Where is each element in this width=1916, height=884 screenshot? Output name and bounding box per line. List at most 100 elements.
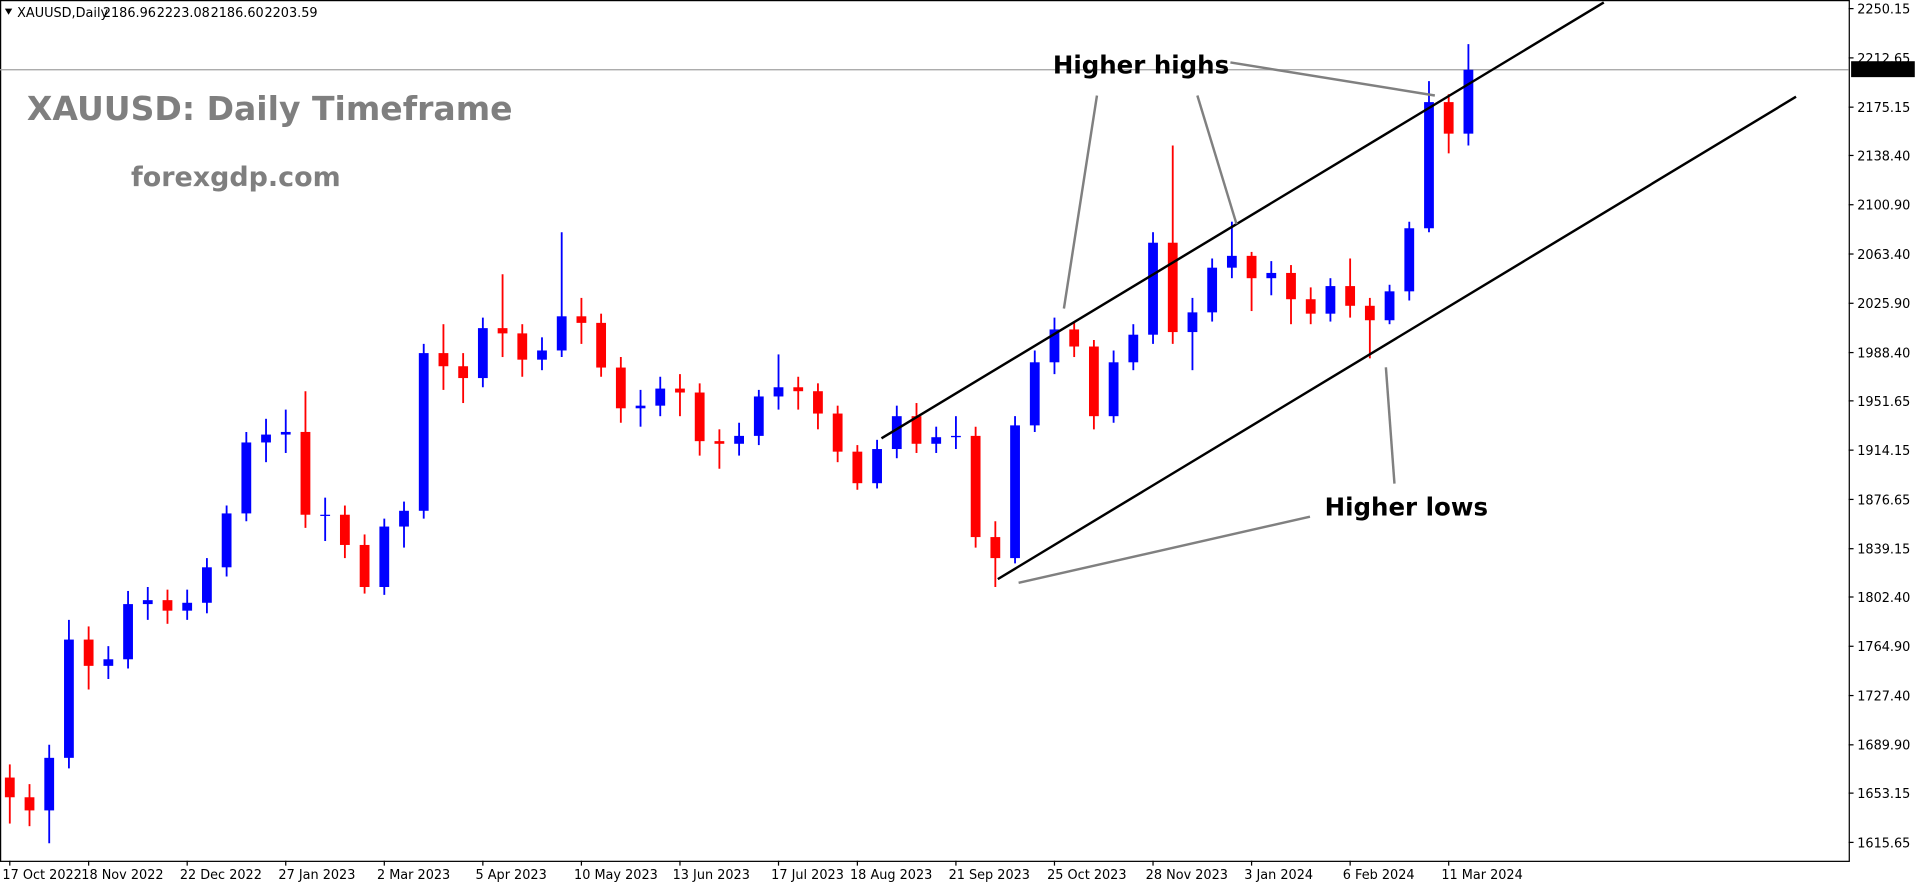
candle-body: [64, 639, 74, 758]
candle-body: [911, 416, 922, 444]
header-ohlc: 2203.59: [264, 6, 317, 21]
candle-body: [339, 514, 350, 545]
candle-body: [320, 514, 331, 516]
candle-body: [753, 396, 764, 436]
candle-body: [438, 353, 449, 367]
header-icon: [4, 8, 13, 15]
y-tick-label: 1802.40: [1857, 591, 1910, 606]
y-tick-label: 2250.15: [1857, 3, 1910, 18]
candle-body: [655, 388, 666, 406]
candle-body: [1128, 334, 1139, 363]
candle-body: [1069, 329, 1080, 347]
candle-body: [1010, 425, 1020, 559]
candle-body: [615, 367, 626, 409]
candle-body: [202, 567, 212, 603]
candle-body: [123, 604, 133, 660]
last-price-box: [1851, 61, 1915, 78]
channel-upper: [880, 1, 1605, 440]
y-tick-label: 1653.15: [1857, 787, 1910, 802]
y-tick-label: 1615.65: [1857, 836, 1910, 851]
x-tick-label: 18 Aug 2023: [850, 868, 932, 883]
candle-body: [1088, 346, 1099, 417]
candle-body: [142, 600, 153, 605]
candle-body: [537, 350, 547, 360]
candle-body: [359, 544, 370, 588]
candle-body: [418, 353, 429, 511]
header-ohlc: 2223.08: [157, 6, 210, 21]
candle-body: [1108, 362, 1119, 417]
arrows: [1018, 61, 1436, 584]
candle-body: [990, 537, 1001, 559]
candle-body: [1148, 242, 1158, 335]
candle-body: [1364, 305, 1375, 321]
y-tick-label: 1951.65: [1857, 395, 1910, 410]
candle-body: [241, 442, 252, 514]
candle-body: [221, 513, 232, 568]
candle-body: [1424, 102, 1434, 229]
y-tick-label: 1914.15: [1857, 444, 1910, 459]
arrow: [1018, 515, 1311, 584]
x-tick-label: 27 Jan 2023: [278, 868, 355, 883]
x-tick-label: 6 Feb 2024: [1343, 868, 1415, 883]
chart-title: XAUUSD: Daily Timeframe: [27, 89, 513, 128]
candle-body: [1029, 362, 1040, 426]
candle-body: [458, 366, 469, 379]
arrow: [1384, 367, 1396, 484]
y-tick-label: 1839.15: [1857, 543, 1910, 558]
candle-body: [714, 441, 725, 444]
y-tick-label: 1764.90: [1857, 640, 1910, 655]
candle-body: [1404, 228, 1415, 292]
marks: [0, 44, 1849, 844]
x-tick-label: 13 Jun 2023: [673, 868, 750, 883]
x-tick-label: 2 Mar 2023: [377, 868, 450, 883]
candle-body: [694, 392, 705, 442]
candle-body: [1246, 255, 1257, 279]
x-tick-label: 28 Nov 2023: [1146, 868, 1228, 883]
x-tick-label: 17 Oct 2022: [2, 868, 81, 883]
candle-body: [1207, 267, 1218, 313]
candle-body: [576, 316, 587, 323]
candle-body: [793, 387, 804, 392]
annotation: Higher lows: [1325, 492, 1488, 521]
candle-body: [596, 322, 607, 368]
candle-body: [1167, 242, 1178, 333]
candle-body: [1266, 272, 1277, 279]
arrow: [1196, 95, 1238, 225]
candle-body: [556, 316, 567, 351]
candle-body: [1463, 69, 1474, 134]
candle-body: [103, 659, 114, 666]
y-tick-label: 2100.90: [1857, 199, 1910, 214]
candle-body: [379, 526, 390, 588]
candle-body: [832, 413, 843, 452]
arrow: [1230, 61, 1436, 97]
x-tick-label: 5 Apr 2023: [476, 868, 547, 883]
header-ohlc: 2186.96: [103, 6, 156, 21]
y-tick-label: 1988.40: [1857, 346, 1910, 361]
y-tick-label: 2025.90: [1857, 297, 1910, 312]
candle-body: [1286, 272, 1296, 300]
header-symbol: XAUUSD,Daily: [17, 6, 108, 21]
header-ohlc: 2186.60: [211, 6, 264, 21]
candle-body: [162, 600, 173, 611]
annotation: Higher highs: [1053, 50, 1229, 79]
candle-body: [4, 777, 15, 798]
y-tick-label: 1689.90: [1857, 739, 1910, 754]
candle-body: [931, 437, 942, 444]
candle-body: [261, 434, 271, 443]
candle-body: [813, 391, 823, 414]
candle-body: [477, 328, 488, 379]
arrow: [1062, 95, 1099, 309]
candle-body: [891, 416, 902, 450]
y-tick-label: 1727.40: [1857, 689, 1910, 704]
candle-body: [734, 435, 744, 444]
candle-body: [83, 639, 94, 666]
candle-body: [1226, 255, 1237, 268]
y-tick-label: 2138.40: [1857, 149, 1910, 164]
candle-body: [1384, 291, 1395, 321]
y-tick-label: 2175.15: [1857, 101, 1910, 116]
candle-body: [675, 388, 685, 393]
x-tick-label: 25 Oct 2023: [1047, 868, 1126, 883]
